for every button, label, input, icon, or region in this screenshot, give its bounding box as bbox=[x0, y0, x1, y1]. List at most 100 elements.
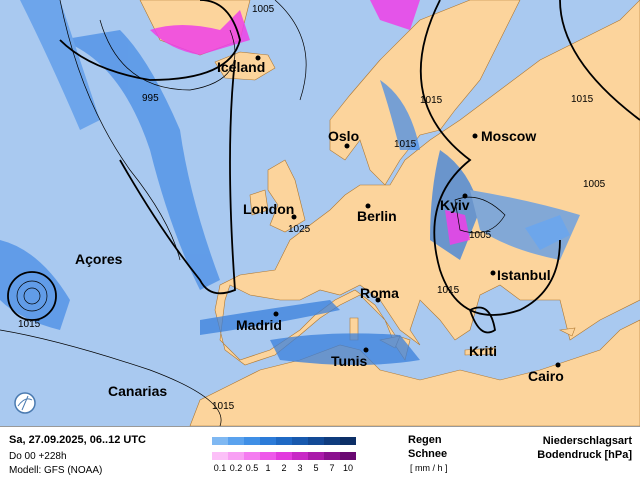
city-dot bbox=[255, 55, 261, 61]
snow-swatch bbox=[276, 452, 292, 460]
isobar bbox=[16, 280, 48, 312]
rain-scale bbox=[212, 437, 356, 445]
city-label: Madrid bbox=[236, 317, 282, 333]
snow-swatch bbox=[244, 452, 260, 460]
unit-label: [ mm / h ] bbox=[410, 463, 448, 473]
isobar-label: 1005 bbox=[469, 230, 492, 241]
isobar bbox=[0, 329, 222, 426]
isobar-label: 995 bbox=[142, 93, 159, 104]
snow-swatch bbox=[228, 452, 244, 460]
rain-area bbox=[270, 333, 420, 365]
scale-tick: 3 bbox=[297, 463, 303, 473]
city-dot bbox=[472, 133, 478, 139]
crete bbox=[464, 347, 496, 356]
snow-swatch bbox=[292, 452, 308, 460]
isobar-label: 1015 bbox=[420, 95, 443, 106]
isobar-label: 1015 bbox=[394, 139, 417, 150]
date-label: Sa, 27.09.2025, 06..12 UTC bbox=[9, 434, 146, 446]
snow-area bbox=[370, 0, 420, 30]
isobar-label: 1005 bbox=[583, 179, 606, 190]
rain-swatch bbox=[244, 437, 260, 445]
scale-tick: 5 bbox=[313, 463, 319, 473]
scale-ticks: 0.1 0.2 0.5 1 2 3 5 7 10 bbox=[212, 463, 356, 473]
city-dot bbox=[273, 311, 279, 317]
city-label: Berlin bbox=[357, 208, 397, 224]
snow-swatch bbox=[340, 452, 356, 460]
isobar-labels: 1005 995 1015 1015 1015 1005 1025 1005 1… bbox=[18, 4, 606, 412]
city-label: Açores bbox=[75, 251, 123, 267]
isobar-label: 1025 bbox=[288, 224, 311, 235]
rain-area bbox=[60, 30, 220, 290]
city-label: Istanbul bbox=[497, 267, 551, 283]
isobar-label: 1015 bbox=[437, 285, 460, 296]
rain-label: Regen bbox=[408, 434, 442, 446]
city-label: Roma bbox=[360, 285, 399, 301]
snow-areas bbox=[150, 0, 470, 245]
snow-swatch bbox=[260, 452, 276, 460]
africa bbox=[189, 319, 640, 426]
legend-title-type: Niederschlagsart bbox=[542, 435, 632, 447]
scale-tick: 0.5 bbox=[245, 463, 259, 473]
isobar-label: 1015 bbox=[212, 401, 235, 412]
city-label: Canarias bbox=[108, 383, 167, 399]
isobar bbox=[23, 287, 41, 305]
city-label: London bbox=[243, 201, 294, 217]
logo-icon bbox=[14, 392, 36, 414]
city-label: Iceland bbox=[217, 59, 265, 75]
rain-area bbox=[380, 80, 420, 150]
scale-tick: 0.2 bbox=[229, 463, 243, 473]
europe-mainland bbox=[214, 0, 640, 366]
scale-tick: 2 bbox=[281, 463, 287, 473]
precipitation bbox=[0, 0, 580, 365]
city-dot bbox=[365, 203, 371, 209]
scale-tick: 7 bbox=[329, 463, 335, 473]
city-dot bbox=[363, 347, 369, 353]
rain-swatch bbox=[212, 437, 228, 445]
rain-swatch bbox=[276, 437, 292, 445]
isobar bbox=[59, 0, 241, 295]
cities: Iceland Oslo Moscow London Berlin Kyiv A… bbox=[75, 55, 564, 399]
rain-swatch bbox=[228, 437, 244, 445]
snow-scale bbox=[212, 452, 356, 460]
snow-label: Schnee bbox=[408, 448, 448, 460]
rain-swatch bbox=[340, 437, 356, 445]
isobar bbox=[419, 0, 561, 316]
city-dot bbox=[375, 297, 381, 303]
legend-title-pressure: Bodendruck [hPa] bbox=[537, 449, 632, 461]
model-label: Modell: GFS (NOAA) bbox=[9, 465, 103, 476]
run-label: Do 00 +228h bbox=[9, 451, 67, 462]
isobar bbox=[468, 306, 496, 334]
isobars bbox=[0, 0, 640, 426]
rain-swatch bbox=[324, 437, 340, 445]
rain-swatch bbox=[292, 437, 308, 445]
isobar bbox=[559, 0, 640, 121]
city-label: Tunis bbox=[331, 353, 368, 369]
isobar-label: 1005 bbox=[252, 4, 275, 15]
rain-swatch bbox=[260, 437, 276, 445]
britain bbox=[267, 159, 306, 233]
isobar bbox=[59, 0, 307, 261]
weather-map: 1005 995 1015 1015 1015 1005 1025 1005 1… bbox=[0, 0, 640, 426]
city-label: Kriti bbox=[469, 343, 497, 359]
rain-swatch bbox=[308, 437, 324, 445]
scale-tick: 1 bbox=[265, 463, 271, 473]
city-dot bbox=[462, 193, 468, 199]
city-dot bbox=[291, 214, 297, 220]
city-dot bbox=[344, 143, 350, 149]
snow-swatch bbox=[212, 452, 228, 460]
scale-tick: 0.1 bbox=[213, 463, 227, 473]
isobar-label: 1015 bbox=[571, 94, 594, 105]
snow-area bbox=[445, 210, 470, 245]
legend: Sa, 27.09.2025, 06..12 UTC Do 00 +228h M… bbox=[0, 426, 640, 478]
cyprus bbox=[558, 327, 576, 337]
ireland bbox=[249, 189, 269, 216]
city-dot bbox=[555, 362, 561, 368]
city-label: Kyiv bbox=[440, 197, 470, 213]
snow-swatch bbox=[324, 452, 340, 460]
scale-tick: 10 bbox=[342, 463, 353, 473]
city-label: Cairo bbox=[528, 368, 564, 384]
rain-area bbox=[470, 190, 580, 260]
snow-area bbox=[150, 10, 250, 55]
city-label: Oslo bbox=[328, 128, 359, 144]
city-label: Moscow bbox=[481, 128, 536, 144]
